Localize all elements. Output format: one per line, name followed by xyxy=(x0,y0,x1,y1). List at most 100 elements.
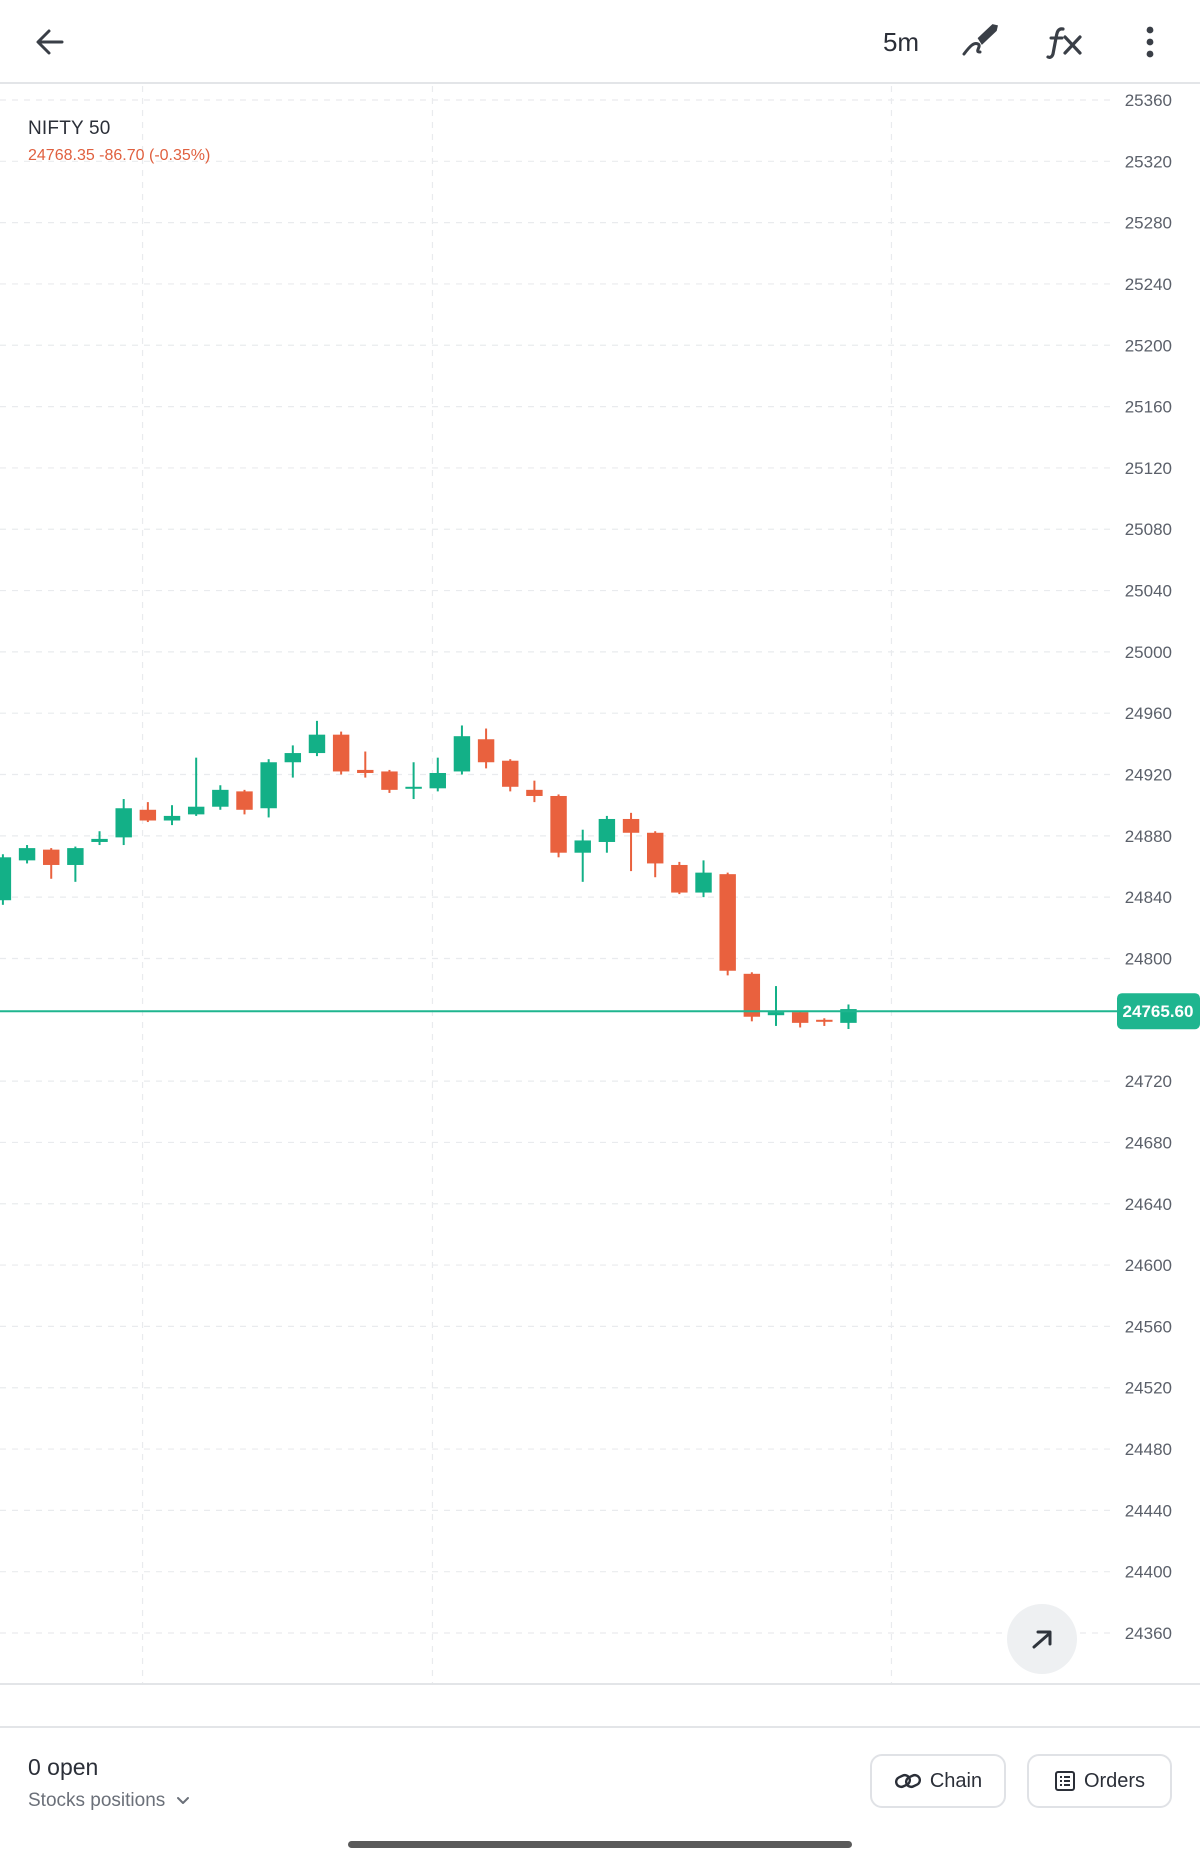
y-tick-label: 24440 xyxy=(1125,1501,1172,1520)
candle-body xyxy=(405,786,422,789)
candle xyxy=(574,829,591,882)
candle-body xyxy=(115,808,132,838)
candle xyxy=(284,745,302,778)
candle xyxy=(115,799,132,846)
y-tick-label: 25080 xyxy=(1125,520,1172,539)
candle-body xyxy=(816,1019,833,1022)
candle-body xyxy=(212,789,229,807)
candle-body xyxy=(260,762,277,809)
draw-pen-icon xyxy=(962,24,998,56)
candle xyxy=(695,860,712,898)
orders-button[interactable]: Orders xyxy=(1027,1754,1172,1808)
candlestick-chart[interactable]: 24765.60 25360 25320 25280 25240 25200 25160 2… xyxy=(0,86,1200,1686)
candle-body xyxy=(18,848,36,861)
orders-label: Orders xyxy=(1083,1769,1146,1792)
candle xyxy=(381,769,398,793)
candle-body xyxy=(646,832,664,864)
candle-body xyxy=(357,769,374,773)
candle-body xyxy=(502,760,519,787)
y-tick-label: 25200 xyxy=(1125,336,1172,355)
candle-body xyxy=(767,1012,785,1016)
candle xyxy=(18,845,36,864)
y-tick-label: 25320 xyxy=(1125,152,1172,171)
positions-label: Stocks positions xyxy=(28,1790,166,1811)
candle-body xyxy=(695,872,712,893)
y-tick-label: 25360 xyxy=(1125,91,1172,110)
candle-body xyxy=(163,815,181,821)
candle-body xyxy=(477,739,495,763)
arrow-up-right-icon xyxy=(1032,1630,1052,1649)
candle xyxy=(308,720,326,757)
candle-body xyxy=(67,848,84,865)
candle-body xyxy=(236,791,253,810)
y-tick-label: 24680 xyxy=(1125,1133,1172,1152)
candle xyxy=(791,1010,809,1028)
candle xyxy=(43,848,60,879)
interval-selector[interactable]: 5m xyxy=(866,12,936,72)
y-tick-label: 24480 xyxy=(1125,1440,1172,1459)
arrow-left-icon xyxy=(36,29,64,55)
candle-body xyxy=(598,818,616,842)
candle-body xyxy=(139,809,157,821)
candle xyxy=(139,802,157,823)
candle-body xyxy=(381,771,398,790)
y-tick-label: 24800 xyxy=(1125,949,1172,968)
candle xyxy=(236,789,253,815)
candle xyxy=(91,831,108,846)
candle-body xyxy=(671,864,688,893)
candle xyxy=(357,751,374,778)
indicators-button[interactable] xyxy=(1034,10,1098,74)
candle-body xyxy=(308,734,326,754)
candle xyxy=(526,780,543,803)
chain-button[interactable]: Chain xyxy=(870,1754,1006,1808)
candle xyxy=(598,815,616,853)
candle-body xyxy=(719,874,736,971)
candle xyxy=(0,854,12,905)
last-price-label: 24765.60 xyxy=(1123,1002,1194,1021)
positions-dropdown[interactable]: Stocks positions xyxy=(28,1790,191,1812)
candle-body xyxy=(43,849,60,865)
list-icon xyxy=(1054,1771,1075,1791)
back-button[interactable] xyxy=(18,10,82,74)
y-tick-label: 25000 xyxy=(1125,643,1172,662)
candle xyxy=(212,785,229,810)
price-chart[interactable]: 24765.60 25360 25320 25280 25240 25200 25160 2… xyxy=(0,86,1200,1686)
candle-body xyxy=(332,734,350,772)
top-toolbar: 5m xyxy=(0,0,1200,84)
candle xyxy=(260,759,277,818)
y-tick-label: 25040 xyxy=(1125,582,1172,601)
candle xyxy=(163,805,181,826)
candle xyxy=(477,728,495,769)
y-tick-label: 25280 xyxy=(1125,214,1172,233)
candle xyxy=(816,1018,833,1026)
positions-bar: 0 open Stocks positions Chain Orders xyxy=(0,1726,1200,1860)
candle xyxy=(187,757,205,816)
more-vertical-icon xyxy=(1146,26,1154,58)
y-tick-label: 24640 xyxy=(1125,1195,1172,1214)
y-tick-label: 25160 xyxy=(1125,398,1172,417)
jump-to-latest-button[interactable] xyxy=(1007,1604,1077,1674)
candle xyxy=(502,759,519,792)
candle-body xyxy=(526,789,543,796)
y-tick-label: 24600 xyxy=(1125,1256,1172,1275)
fx-icon xyxy=(1046,27,1082,59)
candle-body xyxy=(840,1009,857,1023)
drawing-tools-button[interactable] xyxy=(950,10,1014,74)
instrument-quote: 24768.35 -86.70 (-0.35%) xyxy=(28,147,211,164)
candle-body xyxy=(574,840,591,853)
candle xyxy=(719,872,736,976)
y-tick-label: 24960 xyxy=(1125,704,1172,723)
candle xyxy=(767,986,785,1026)
candle xyxy=(453,725,471,775)
candle xyxy=(550,794,567,858)
more-options-button[interactable] xyxy=(1118,10,1182,74)
last-price-badge xyxy=(1117,993,1200,1030)
open-positions-count: 0 open xyxy=(28,1754,99,1780)
candle xyxy=(429,757,446,792)
y-tick-label: 24360 xyxy=(1125,1624,1172,1643)
candle-body xyxy=(622,818,640,833)
instrument-info: NIFTY 50 24768.35 -86.70 (-0.35%) xyxy=(28,118,210,165)
candle-body xyxy=(91,838,108,842)
chevron-down-icon xyxy=(177,1797,190,1804)
y-tick-label: 25240 xyxy=(1125,275,1172,294)
